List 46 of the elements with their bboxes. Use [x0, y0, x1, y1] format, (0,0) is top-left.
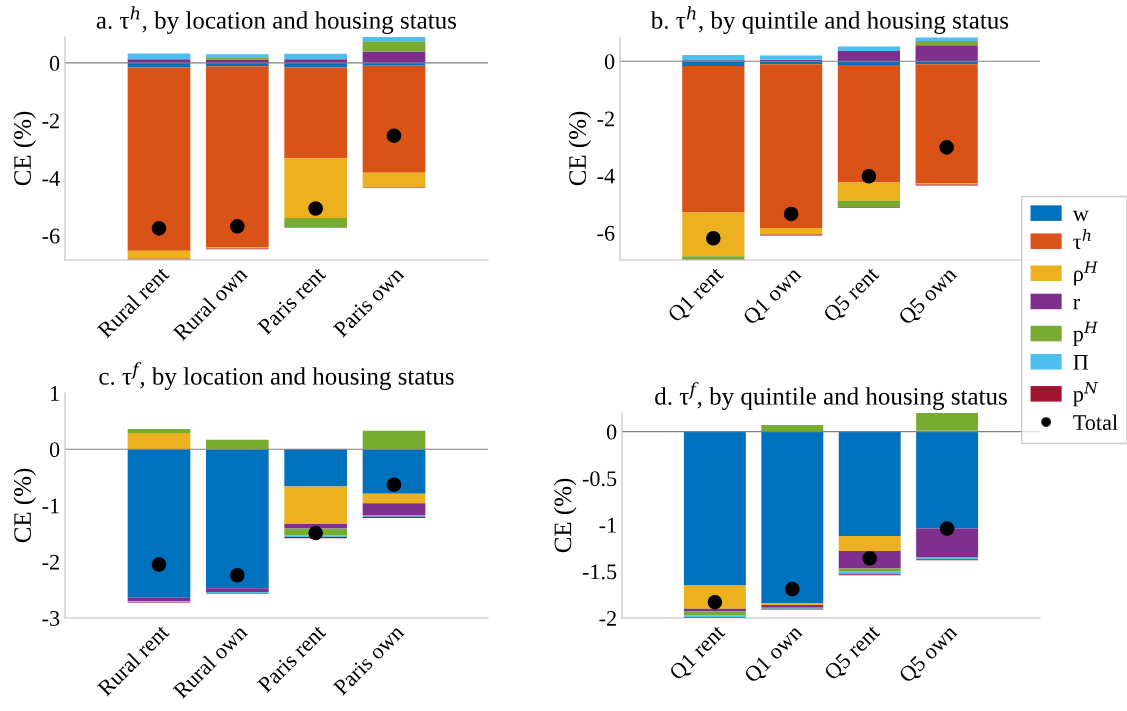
y-tick-label: -2	[597, 111, 614, 127]
y-tick-label: -6	[42, 228, 60, 244]
y-tick-label: 0	[49, 55, 60, 71]
x-tick-label: Q1 rent	[666, 265, 727, 326]
x-tick-label: Paris rent	[256, 265, 327, 336]
chart-title: a. τ$^{h}$, by location and housing status	[96, 6, 457, 34]
y-axis-title: CE (%)	[568, 111, 592, 186]
chart-title: d. τ$^{f}$, by quintile and housing status	[655, 382, 1007, 410]
x-tick-label: Q1 rent	[668, 623, 729, 684]
y-axis-title: CE (%)	[553, 478, 577, 553]
legend-label: r	[1073, 298, 1080, 310]
y-tick-label: -4	[597, 168, 615, 184]
legend-label: p$^{N}$	[1073, 382, 1099, 407]
x-tick-label: Q1 own	[742, 265, 805, 328]
y-tick-label: -1	[42, 498, 59, 514]
x-tick-label: Paris own	[332, 623, 405, 696]
x-tick-label: Paris own	[332, 265, 405, 338]
x-tick-label: Paris rent	[256, 623, 327, 694]
legend-label: Total	[1073, 414, 1118, 431]
y-tick-label: -2	[42, 554, 59, 570]
y-axis-title: CE (%)	[13, 111, 37, 186]
y-tick-label: -2	[599, 610, 616, 626]
y-tick-label: -6	[597, 225, 615, 241]
legend-label: ρ$^{H}$	[1074, 261, 1098, 286]
legend-label: Π	[1073, 354, 1089, 370]
y-tick-label: -0.5	[582, 471, 617, 487]
y-tick-label: -1.5	[582, 564, 617, 580]
x-tick-label: Q5 own	[898, 623, 961, 686]
y-axis-title: CE (%)	[13, 468, 37, 543]
y-tick-label: 0	[49, 442, 60, 458]
x-tick-label: Q1 own	[743, 623, 806, 686]
legend-label: w	[1072, 210, 1089, 222]
chart-title: b. τ$^{h}$, by quintile and housing status	[650, 6, 1009, 34]
x-tick-label: Q5 rent	[823, 623, 884, 684]
y-tick-label: -4	[42, 171, 60, 186]
y-tick-label: -2	[42, 113, 59, 129]
chart-title: c. τ$^{f}$, by location and housing status	[99, 362, 454, 390]
y-tick-label: 0	[604, 54, 615, 70]
x-tick-label: Q5 rent	[822, 265, 883, 326]
y-tick-label: 0	[606, 424, 617, 440]
y-tick-label: -1	[599, 517, 616, 533]
x-tick-label: Q5 own	[897, 265, 960, 328]
y-tick-label: -3	[42, 610, 60, 626]
legend-label: τ$^{h}$	[1073, 228, 1091, 250]
y-tick-label: 1	[50, 386, 59, 401]
legend-label: p$^{H}$	[1073, 321, 1098, 346]
